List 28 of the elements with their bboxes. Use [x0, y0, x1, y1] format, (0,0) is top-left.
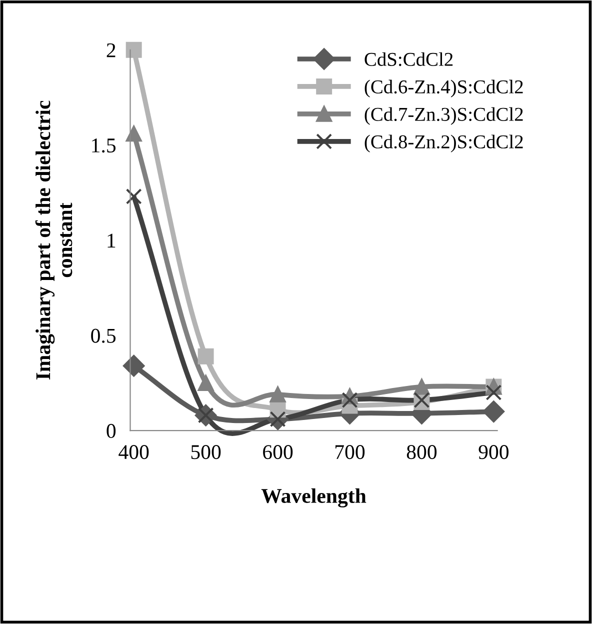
x-tick-label: 600 [263, 445, 293, 460]
y-axis-title: Imaginary part of the dielectric constant [35, 100, 72, 380]
x-tick-label: 400 [118, 445, 149, 460]
point [342, 392, 358, 408]
x-tick-label: 700 [335, 445, 365, 460]
y-tick-label: 0 [106, 424, 116, 438]
x-tick-label: 900 [478, 445, 509, 460]
point [198, 348, 214, 364]
y-tick-label: 1 [108, 234, 116, 248]
x-tick-label: 500 [191, 445, 221, 460]
x-axis-title: Wavelength [261, 488, 366, 508]
point [486, 384, 502, 400]
legend-label: (Cd.8-Zn.2)S:CdCl2 [364, 134, 523, 152]
x-tick-label: 800 [406, 445, 437, 460]
legend-label: (Cd.6-Zn.4)S:CdCl2 [364, 80, 523, 98]
point [122, 354, 145, 377]
y-tick-label: 0.5 [91, 328, 116, 343]
point [482, 400, 505, 422]
point [270, 386, 286, 402]
point [126, 188, 142, 204]
point [414, 378, 430, 395]
legend-label: CdS:CdCl2 [364, 52, 453, 66]
y-tick-label: 1.5 [92, 138, 116, 153]
legend-label: (Cd.7-Zn.3)S:CdCl2 [364, 107, 523, 125]
point [126, 42, 142, 58]
point [126, 126, 142, 142]
point [198, 374, 214, 391]
y-tick-label: 2 [106, 43, 116, 58]
